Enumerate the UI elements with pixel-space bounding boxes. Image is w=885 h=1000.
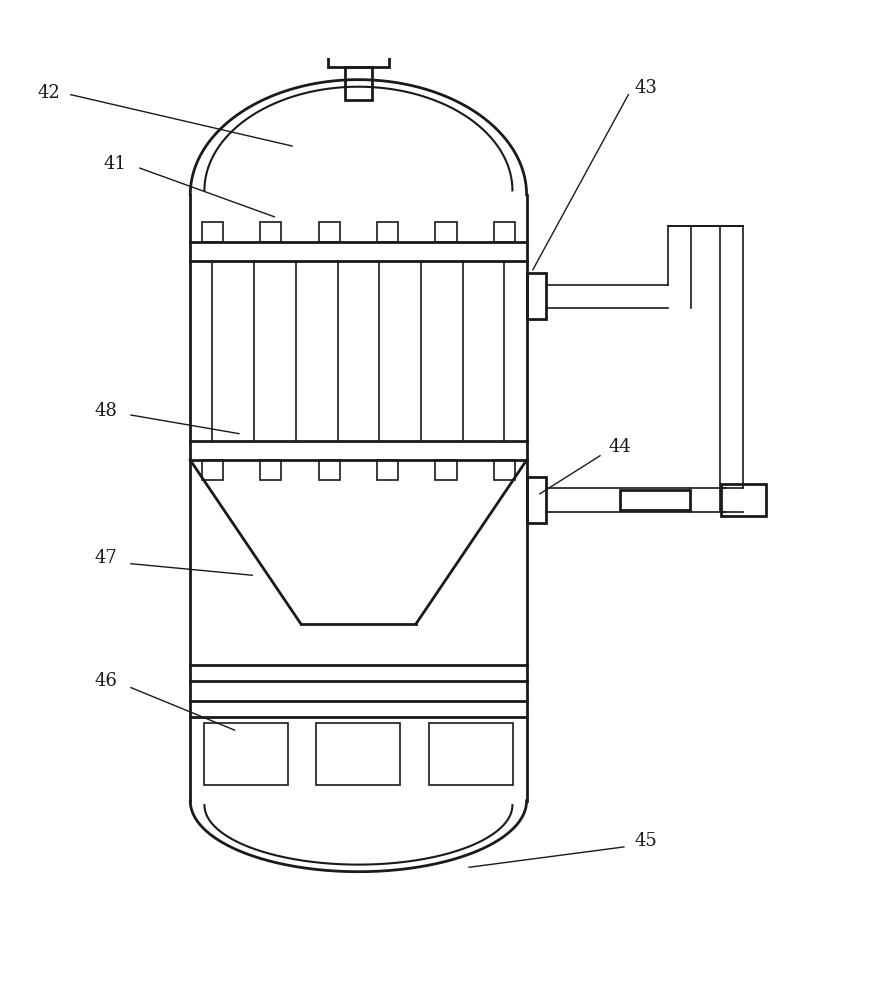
Bar — [721, 484, 766, 516]
Text: 45: 45 — [635, 832, 658, 850]
Text: 42: 42 — [37, 84, 60, 102]
Bar — [202, 222, 223, 242]
Bar — [377, 460, 398, 480]
Text: 41: 41 — [104, 155, 127, 173]
Bar — [345, 67, 372, 100]
Bar — [377, 222, 398, 242]
Bar — [494, 222, 515, 242]
Bar — [435, 460, 457, 480]
Text: 46: 46 — [95, 672, 118, 690]
Bar — [527, 273, 546, 319]
Text: 43: 43 — [635, 79, 658, 97]
Text: 48: 48 — [95, 402, 118, 420]
Text: 44: 44 — [608, 438, 631, 456]
Bar — [328, 51, 389, 67]
Bar — [260, 222, 281, 242]
Text: 47: 47 — [95, 549, 118, 567]
Bar — [527, 477, 546, 523]
Bar — [429, 723, 513, 785]
Bar — [202, 460, 223, 480]
Bar — [319, 460, 340, 480]
Bar — [319, 222, 340, 242]
Bar — [435, 222, 457, 242]
Bar — [204, 723, 288, 785]
Bar — [317, 723, 401, 785]
Bar — [494, 460, 515, 480]
Bar — [260, 460, 281, 480]
Bar — [620, 490, 690, 510]
